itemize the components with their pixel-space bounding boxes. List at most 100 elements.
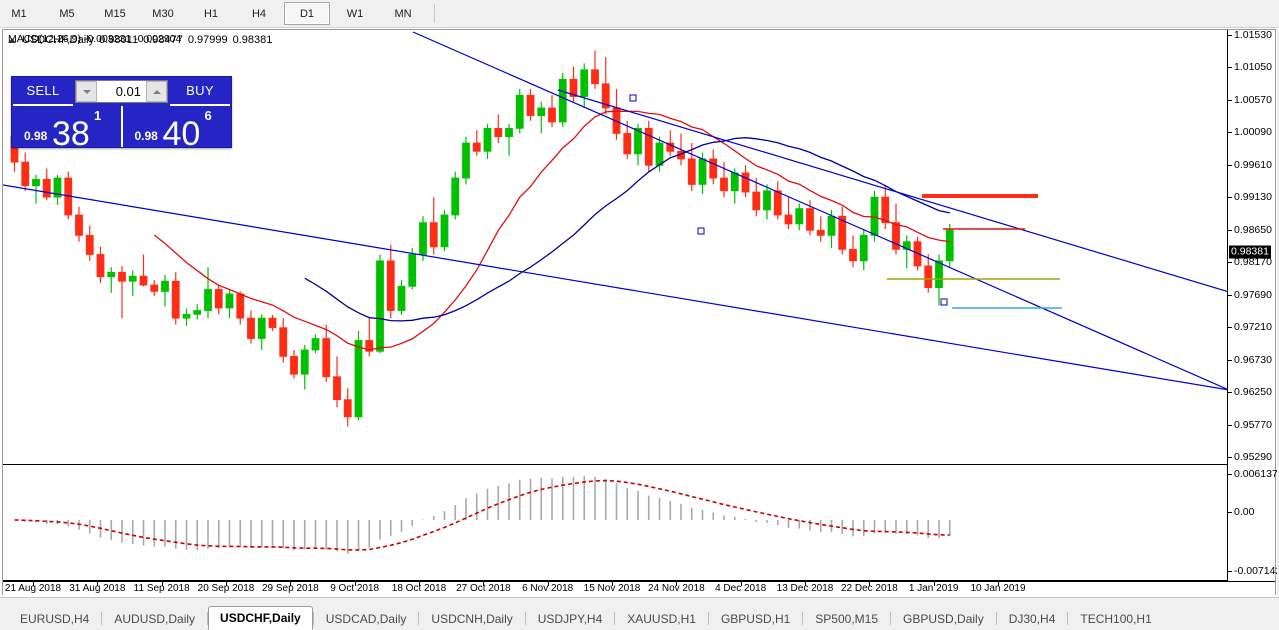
macd-signal-line — [14, 479, 950, 551]
timeframe-m15[interactable]: M15 — [104, 7, 126, 20]
descending-channel-upper — [557, 89, 1227, 293]
date-tick — [547, 582, 549, 586]
timeframe-h1[interactable]: H1 — [203, 7, 219, 20]
price-tick-label: 0.98650 — [1234, 223, 1272, 236]
buy-price-sup: 6 — [204, 108, 212, 123]
timeframe-m5[interactable]: M5 — [59, 7, 75, 20]
chart-tab-eurusd-h4[interactable]: EURUSD,H4 — [20, 612, 90, 626]
date-tick-label: 27 Oct 2018 — [456, 583, 511, 594]
price-tick-label: 0.99130 — [1234, 191, 1272, 204]
date-scale[interactable]: 21 Aug 2018 31 Aug 2018 11 Sep 2018 20 Sep … — [3, 581, 1275, 595]
chart-tab-usdcad-daily[interactable]: USDCAD,Daily — [325, 612, 407, 626]
chevron-down-icon — [82, 89, 91, 94]
tab-separator — [101, 611, 103, 625]
oct-quote-row: 0.98 38 1 0.98 40 6 — [12, 106, 232, 151]
collapse-triangle-icon[interactable] — [8, 37, 16, 43]
chart-tab-usdchf-daily[interactable]: USDCHF,Daily — [208, 606, 313, 630]
date-tick — [740, 582, 742, 586]
macd-chart-svg — [14, 476, 951, 554]
macd-pane[interactable] — [3, 468, 1227, 581]
tab-separator — [312, 611, 314, 625]
date-tick — [933, 582, 935, 586]
chart-symbol-label: USDCHF,Daily — [22, 34, 95, 46]
chart-tab-usdcnh-daily[interactable]: USDCNH,Daily — [431, 612, 513, 626]
chart-tab-xauusd-h1[interactable]: XAUUSD,H1 — [627, 612, 696, 626]
chart-tab-sp500-m15[interactable]: SP500,M15 — [815, 612, 879, 626]
macd-tick-label: 0.00 — [1234, 506, 1255, 518]
buy-price-big: 40 — [162, 115, 201, 153]
timeframe-toolbar: M1 M5 M15 M30 H1 H4 D1 W1 MN — [0, 0, 1279, 28]
date-tick — [805, 582, 806, 586]
price-tick-label: 1.01530 — [1234, 29, 1272, 41]
price-tick — [1228, 99, 1232, 101]
price-tick — [1228, 197, 1232, 199]
date-tick-label: 11 Sep 2018 — [133, 583, 190, 594]
price-tick — [1228, 424, 1232, 426]
ohlc-close: 0.98381 — [232, 34, 273, 46]
sell-price-prefix: 0.98 — [24, 129, 48, 143]
chart-tab-dj30-h4[interactable]: DJ30,H4 — [1008, 612, 1056, 626]
chart-area[interactable]: USDCHF,Daily 0.98011 0.98477 0.97999 0.9… — [2, 29, 1279, 595]
sell-button[interactable]: SELL — [13, 77, 73, 106]
timeframe-d1[interactable]: D1 — [284, 2, 330, 25]
sell-price-quote[interactable]: 0.98 38 1 — [12, 106, 121, 151]
price-tick-label: 1.01050 — [1234, 61, 1272, 74]
date-tick-label: 31 Aug 2018 — [69, 583, 126, 594]
price-tick — [1228, 457, 1232, 458]
price-tick — [1228, 359, 1232, 361]
macd-scale: 0.006137 0.00 -0.007142 — [1227, 468, 1279, 581]
tab-separator — [614, 611, 616, 625]
chart-tab-bar: EURUSD,H4 AUDUSD,Daily USDCHF,Daily USDCAD,… — [0, 597, 1279, 630]
volume-stepper[interactable]: 0.01 — [75, 80, 168, 103]
timeframe-m30[interactable]: M30 — [152, 7, 174, 20]
chart-tab-gbpusd-daily[interactable]: GBPUSD,Daily — [903, 612, 984, 626]
date-tick — [354, 582, 356, 586]
chart-tab-audusd-daily[interactable]: AUDUSD,Daily — [114, 612, 196, 626]
tab-separator — [707, 611, 709, 625]
timeframe-h4[interactable]: H4 — [251, 7, 267, 20]
date-tick-label: 10 Jan 2019 — [970, 583, 1026, 594]
price-tick — [1228, 164, 1232, 166]
macd-tick — [1228, 474, 1232, 475]
price-tick-label: 0.98170 — [1234, 256, 1272, 269]
ohlc-open: 0.98011 — [99, 34, 139, 46]
right-gutter — [1277, 29, 1279, 595]
chart-tab-gbpusd-h1[interactable]: GBPUSD,H1 — [720, 612, 791, 626]
timeframe-w1[interactable]: W1 — [346, 7, 364, 20]
macd-histogram — [24, 476, 951, 554]
sell-price-sup: 1 — [94, 108, 102, 123]
price-tick — [1228, 67, 1232, 69]
date-tick — [226, 582, 227, 586]
timeframe-m1[interactable]: M1 — [11, 7, 27, 20]
descending-trendline — [412, 31, 1227, 390]
chart-tab-usdjpy-h4[interactable]: USDJPY,H4 — [537, 612, 603, 626]
buy-price-quote[interactable]: 0.98 40 6 — [120, 106, 232, 151]
ohlc-low: 0.97999 — [187, 34, 228, 46]
chart-symbol-header: USDCHF,Daily 0.98011 0.98477 0.97999 0.9… — [8, 33, 272, 47]
price-tick-label: 1.00090 — [1234, 126, 1272, 139]
date-tick-label: 15 Nov 2018 — [583, 583, 641, 594]
ma-slow-line — [304, 137, 950, 322]
date-tick — [161, 582, 163, 586]
date-tick-label: 13 Dec 2018 — [776, 583, 834, 594]
volume-increase-button[interactable] — [146, 81, 167, 102]
price-tick-label: 0.95770 — [1234, 418, 1272, 431]
macd-tick-label: 0.006137 — [1234, 468, 1278, 480]
date-tick-label: 29 Sep 2018 — [261, 583, 319, 594]
date-tick — [483, 582, 485, 586]
volume-decrease-button[interactable] — [76, 81, 97, 102]
buy-button[interactable]: BUY — [170, 77, 230, 106]
price-tick-label: 0.97690 — [1234, 288, 1272, 301]
price-tick-label: 0.97210 — [1234, 321, 1272, 334]
date-tick — [676, 582, 678, 586]
one-click-trading-panel[interactable]: SELL 0.01 BUY 0.98 38 1 — [11, 76, 232, 151]
descending-channel-lower — [3, 184, 1227, 391]
chart-objects — [3, 31, 1227, 391]
timeframe-mn[interactable]: MN — [394, 7, 412, 20]
chevron-up-icon — [152, 89, 161, 94]
volume-input[interactable]: 0.01 — [115, 84, 141, 99]
price-tick — [1228, 35, 1232, 36]
price-scale[interactable]: 1.01530 1.01050 1.00570 1.00090 0.99610 0.991… — [1227, 29, 1275, 594]
date-tick-label: 24 Nov 2018 — [647, 583, 705, 594]
chart-tab-tech100-h1[interactable]: TECH100,H1 — [1080, 612, 1152, 626]
